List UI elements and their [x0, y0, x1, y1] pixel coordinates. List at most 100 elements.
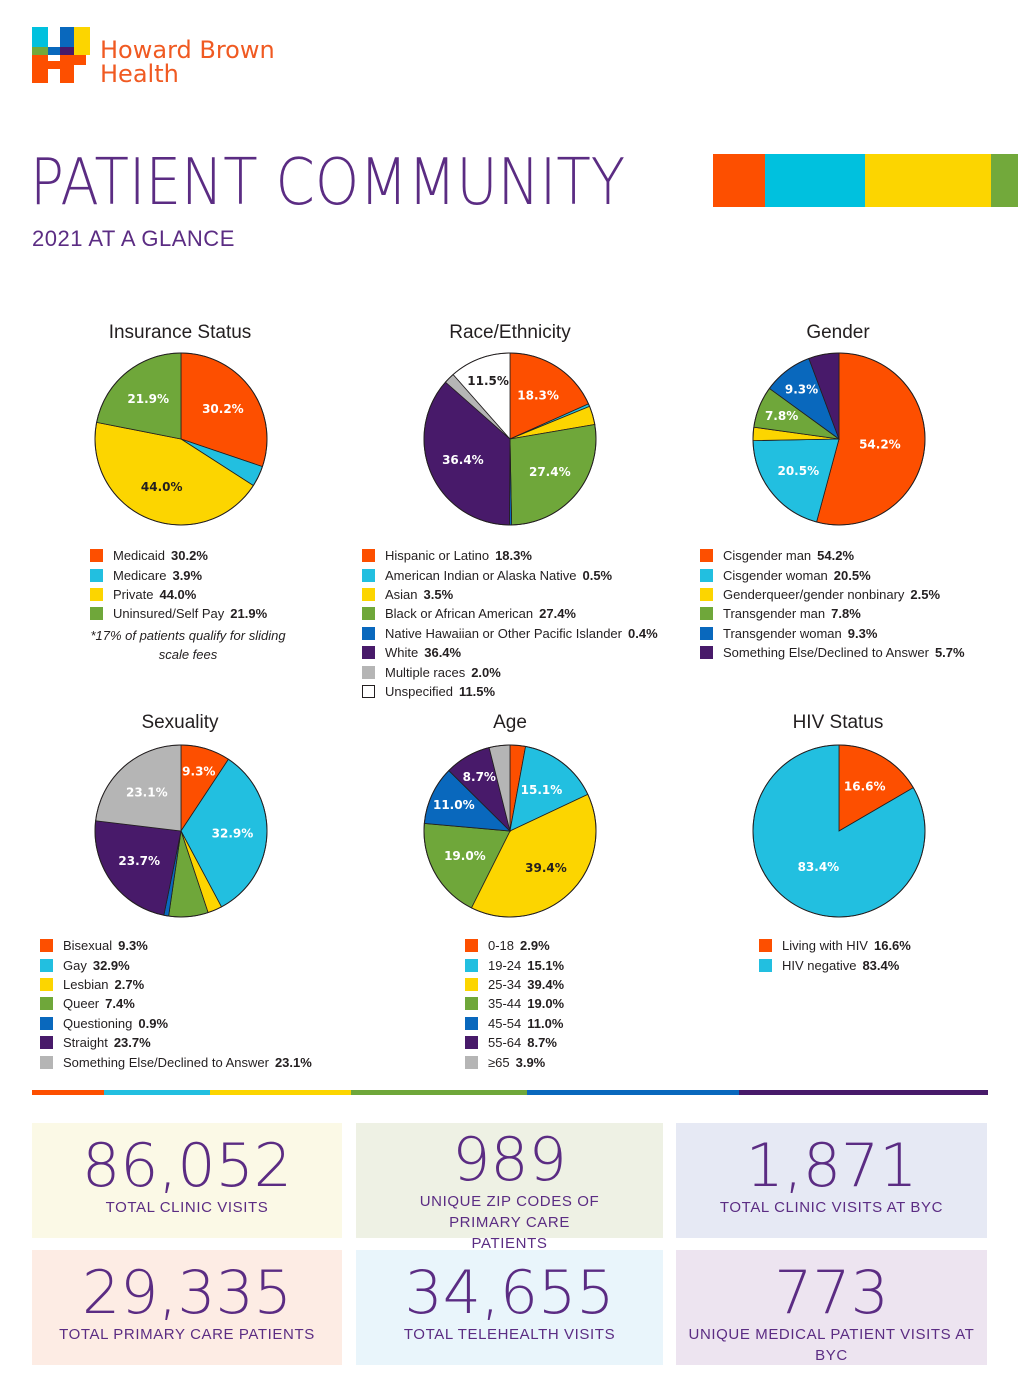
- chart-title: Race/Ethnicity: [449, 322, 571, 343]
- howard-brown-health-logo: [32, 27, 90, 83]
- legend-swatch: [700, 646, 713, 660]
- legend-item: 25-34 39.4%: [465, 975, 564, 994]
- slice-data-label: 32.9%: [212, 826, 254, 840]
- legend-label: HIV negative: [782, 957, 857, 973]
- legend-item: American Indian or Alaska Native 0.5%: [362, 565, 658, 584]
- chart-legend: Living with HIV 16.6% HIV negative 83.4%: [759, 936, 911, 975]
- pie-chart: 30.2% 44.0% 21.9%: [94, 352, 268, 526]
- slice-data-label: 23.1%: [126, 785, 168, 799]
- legend-swatch: [759, 958, 772, 972]
- legend-item: Transgender woman 9.3%: [700, 624, 965, 643]
- legend-label: Questioning: [63, 1015, 133, 1031]
- slice-data-label: 9.3%: [182, 765, 215, 779]
- legend-item: Medicaid 30.2%: [90, 546, 288, 565]
- legend-value: 20.5%: [833, 567, 871, 583]
- legend-swatch: [362, 684, 375, 698]
- legend-swatch: [90, 607, 103, 621]
- legend-value: 54.2%: [817, 548, 855, 564]
- legend-swatch: [40, 997, 53, 1011]
- color-divider: [32, 1090, 988, 1095]
- pie-chart: 54.2% 20.5% 7.8% 9.3%: [752, 352, 926, 526]
- legend-swatch: [40, 939, 53, 953]
- legend-item: 55-64 8.7%: [465, 1033, 564, 1052]
- legend-item: Something Else/Declined to Answer 5.7%: [700, 643, 965, 662]
- legend-swatch: [362, 665, 375, 679]
- legend-item: Gay 32.9%: [40, 955, 312, 974]
- legend-swatch: [362, 587, 375, 601]
- legend-swatch: [465, 1036, 478, 1050]
- legend-label: 19-24: [488, 957, 522, 973]
- legend-item: Transgender man 7.8%: [700, 604, 965, 623]
- legend-item: ≥65 3.9%: [465, 1052, 564, 1071]
- pie-outline: [94, 352, 268, 526]
- stat-number: 29,335: [82, 1258, 292, 1328]
- legend-label: Unspecified: [385, 683, 453, 699]
- chart-title: Sexuality: [141, 712, 219, 733]
- legend-item: Native Hawaiian or Other Pacific Islande…: [362, 624, 658, 643]
- pie-chart: 9.3% 32.9% 23.7% 23.1%: [94, 744, 268, 918]
- legend-label: 35-44: [488, 996, 522, 1012]
- chart-title: Gender: [806, 322, 870, 343]
- legend-label: Transgender woman: [723, 625, 842, 641]
- legend-value: 36.4%: [424, 645, 462, 661]
- stat-label: TOTAL TELEHEALTH VISITS: [403, 1326, 616, 1343]
- legend-value: 39.4%: [527, 976, 565, 992]
- pie-chart: 15.1% 39.4% 19.0% 11.0% 8.7%: [423, 744, 597, 918]
- legend-swatch: [362, 646, 375, 660]
- legend-value: 19.0%: [527, 996, 565, 1012]
- legend-item: Living with HIV 16.6%: [759, 936, 911, 955]
- pie-chart: 16.6% 83.4%: [752, 744, 926, 918]
- legend-label: Gay: [63, 957, 87, 973]
- legend-item: Questioning 0.9%: [40, 1014, 312, 1033]
- legend-label: Queer: [63, 996, 100, 1012]
- legend-value: 11.0%: [527, 1015, 564, 1031]
- divider-segment: [210, 1090, 351, 1095]
- chart-title: Age: [493, 712, 527, 733]
- chart-footnote: *17% of patients qualify for sliding sca…: [90, 627, 286, 662]
- legend-swatch: [362, 549, 375, 563]
- slice-data-label: 16.6%: [844, 779, 886, 793]
- legend-value: 7.8%: [831, 606, 861, 622]
- legend-swatch: [362, 607, 375, 621]
- legend-label: Medicare: [113, 567, 167, 583]
- legend-swatch: [700, 607, 713, 621]
- legend-swatch: [40, 977, 53, 991]
- legend-item: Medicare 3.9%: [90, 565, 288, 584]
- page-title: PATIENT COMMUNITY: [30, 146, 626, 220]
- legend-swatch: [40, 1016, 53, 1030]
- stat-card: 773 UNIQUE MEDICAL PATIENT VISITS AT BYC: [676, 1250, 987, 1365]
- legend-item: Asian 3.5%: [362, 585, 658, 604]
- legend-value: 3.5%: [423, 586, 454, 602]
- chart-legend: Medicaid 30.2% Medicare 3.9% Private 44.0% Uni…: [90, 546, 288, 664]
- logo-text-line1: Howard Brown: [100, 36, 275, 64]
- legend-item: Bisexual 9.3%: [40, 936, 312, 955]
- legend-swatch: [759, 939, 772, 953]
- pie-outline: [752, 352, 926, 526]
- slice-data-label: 39.4%: [525, 861, 567, 875]
- chart-legend: Bisexual 9.3% Gay 32.9% Lesbian 2.7% Queer 7.4%…: [40, 936, 312, 1072]
- divider-segment: [739, 1090, 988, 1095]
- legend-value: 23.1%: [274, 1054, 312, 1070]
- divider-segment: [527, 1090, 739, 1095]
- legend-value: 30.2%: [171, 548, 208, 564]
- pie-outline: [423, 744, 597, 918]
- legend-item: Black or African American 27.4%: [362, 604, 658, 623]
- legend-item: 19-24 15.1%: [465, 955, 564, 974]
- legend-value: 3.9%: [172, 567, 203, 583]
- legend-item: Straight 23.7%: [40, 1033, 312, 1052]
- legend-item: Private 44.0%: [90, 585, 288, 604]
- legend-swatch: [362, 626, 375, 640]
- legend-value: 27.4%: [539, 606, 576, 622]
- slice-data-label: 36.4%: [442, 453, 484, 467]
- legend-value: 0.9%: [138, 1015, 169, 1031]
- chart-legend: 0-18 2.9% 19-24 15.1% 25-34 39.4% 35-44 19.0% 45…: [465, 936, 564, 1072]
- legend-item: Queer 7.4%: [40, 994, 312, 1013]
- legend-swatch: [40, 1055, 53, 1069]
- stat-card: 989 UNIQUE ZIP CODES OF PRIMARY CARE PATI…: [356, 1123, 663, 1252]
- legend-value: 32.9%: [92, 957, 130, 973]
- legend-item: 45-54 11.0%: [465, 1014, 564, 1033]
- slice-data-label: 9.3%: [785, 383, 818, 397]
- legend-value: 23.7%: [113, 1035, 151, 1051]
- divider-segment: [351, 1090, 527, 1095]
- stat-label: UNIQUE ZIP CODES OF PRIMARY CARE PATIENT…: [419, 1193, 600, 1252]
